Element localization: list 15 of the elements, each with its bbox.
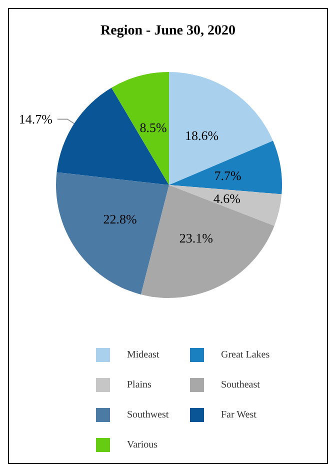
- data-label: 14.7%: [18, 112, 53, 127]
- legend-label: Various: [127, 440, 158, 450]
- legend-label: Great Lakes: [221, 350, 270, 360]
- data-label: 22.8%: [103, 211, 137, 226]
- data-label: 7.7%: [214, 168, 242, 184]
- legend-label: Southwest: [127, 410, 169, 420]
- data-label: 8.5%: [140, 120, 168, 136]
- data-label: 23.1%: [179, 230, 214, 246]
- legend-label: Southeast: [221, 380, 260, 390]
- legend-label: Far West: [221, 410, 257, 420]
- chart-title: Region - June 30, 2020: [100, 24, 236, 38]
- legend-label: Plains: [127, 380, 152, 390]
- data-label: 4.6%: [213, 190, 241, 206]
- data-label: 18.6%: [185, 128, 219, 143]
- legend-label: Mideast: [127, 350, 160, 360]
